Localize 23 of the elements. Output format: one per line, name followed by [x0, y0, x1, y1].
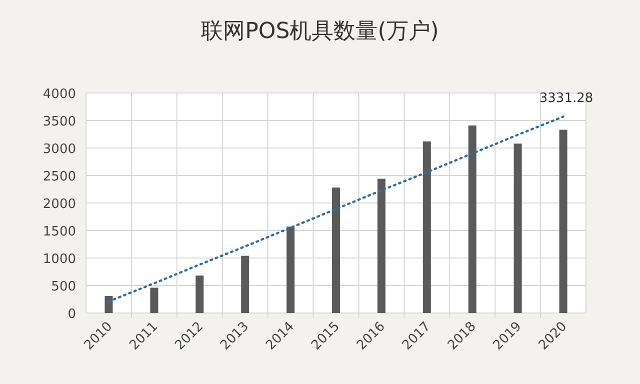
bar: [241, 256, 250, 313]
bar: [422, 141, 431, 313]
y-tick-label: 0: [68, 307, 76, 322]
y-tick-label: 3000: [42, 142, 76, 157]
y-tick-label: 1000: [42, 252, 76, 267]
y-tick-label: 3500: [42, 114, 76, 130]
bar: [468, 125, 476, 313]
bar: [286, 226, 295, 313]
chart-title: 联网POS机具数量(万户): [201, 19, 439, 44]
y-tick-label: 2000: [42, 197, 76, 212]
bar: [104, 296, 113, 313]
bar: [332, 188, 340, 313]
bar: [559, 130, 568, 313]
bar: [377, 178, 386, 313]
bar: [514, 144, 522, 313]
data-label: 3331.28: [539, 90, 594, 106]
y-tick-label: 4000: [42, 87, 76, 102]
bar: [196, 276, 204, 313]
bar: [150, 288, 158, 313]
y-tick-label: 1500: [42, 224, 76, 240]
y-tick-label: 500: [51, 280, 76, 294]
y-tick-label: 2500: [42, 170, 76, 184]
line-series: [108, 116, 564, 303]
